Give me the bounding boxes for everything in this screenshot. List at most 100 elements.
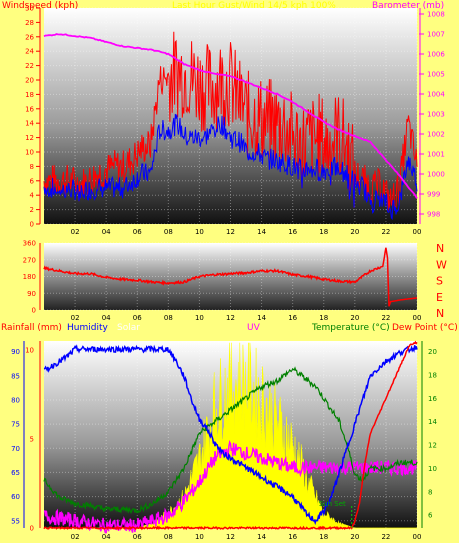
barometer-tick-label: 999 xyxy=(427,191,440,199)
dewpoint-series xyxy=(43,340,418,531)
wind-direction-series xyxy=(43,247,418,307)
temperature-tick-label: 12 xyxy=(428,442,437,450)
time-tick-label: 04 xyxy=(102,228,111,236)
humidity-tick-label: 65 xyxy=(11,469,20,477)
time-tick-label: 22 xyxy=(381,314,390,322)
temperature-tick-label: 14 xyxy=(428,418,437,426)
direction-tick-label: 270 xyxy=(23,256,36,264)
direction-tick-label: 180 xyxy=(23,273,36,281)
direction-tick-label: 90 xyxy=(27,290,36,298)
time-tick-label: 14 xyxy=(257,228,266,236)
barometer-tick-label: 1008 xyxy=(427,11,445,19)
compass-label: N xyxy=(436,307,444,320)
humidity-tick-label: 55 xyxy=(11,517,20,525)
rainfall-tick-label: 5 xyxy=(30,435,34,443)
temperature-tick-label: 16 xyxy=(428,395,437,403)
windspeed-tick-label: 24 xyxy=(25,48,34,56)
rainfall-axis-title: Rainfall (mm) xyxy=(1,323,62,333)
windspeed-tick-label: 20 xyxy=(25,77,34,85)
time-tick-label: 22 xyxy=(381,228,390,236)
compass-label: E xyxy=(436,291,443,304)
humidity-tick-label: 60 xyxy=(11,493,20,501)
time-tick-label: 16 xyxy=(288,314,297,322)
barometer-axis-title: Barometer (mb) xyxy=(372,1,444,11)
time-tick-label: 12 xyxy=(226,314,235,322)
time-tick-label: 00 xyxy=(413,228,422,236)
wind-barometer-chart: Windspeed (kph) Last Hour Gust/Wind 14/5… xyxy=(2,1,445,236)
compass-label: N xyxy=(436,242,444,255)
windspeed-tick-label: 22 xyxy=(25,62,34,70)
barometer-tick-label: 1006 xyxy=(427,51,445,59)
rainfall-tick-label: 10 xyxy=(25,346,34,354)
barometer-tick-label: 1000 xyxy=(427,171,445,179)
humidity-tick-label: 85 xyxy=(11,372,20,380)
temperature-tick-label: 6 xyxy=(428,512,433,520)
direction-tick-label: 0 xyxy=(32,307,36,315)
windspeed-tick-label: 6 xyxy=(30,177,35,185)
time-tick-label: 18 xyxy=(319,314,328,322)
time-tick-label: 10 xyxy=(195,228,204,236)
sunset-label: Sun Set xyxy=(319,500,346,508)
windspeed-tick-label: 0 xyxy=(30,221,34,229)
humidity-axis-title: Humidity xyxy=(67,323,108,333)
time-tick-label: 06 xyxy=(133,533,142,541)
barometer-tick-label: 1005 xyxy=(427,71,445,79)
time-tick-label: 06 xyxy=(133,228,142,236)
barometer-tick-label: 1007 xyxy=(427,31,445,39)
temperature-tick-label: 18 xyxy=(428,371,437,379)
wind-gust-series xyxy=(43,31,418,212)
barometer-tick-label: 1002 xyxy=(427,131,445,139)
windspeed-tick-label: 12 xyxy=(25,134,34,142)
time-tick-label: 00 xyxy=(413,533,422,541)
time-tick-label: 04 xyxy=(102,533,111,541)
wind-average-series xyxy=(43,113,418,221)
humidity-temperature-chart: Rainfall (mm) Humidity Solar UV Temperat… xyxy=(1,323,458,541)
humidity-series xyxy=(43,344,418,526)
humidity-tick-label: 70 xyxy=(11,445,20,453)
windspeed-tick-label: 2 xyxy=(30,206,34,214)
time-tick-label: 18 xyxy=(319,228,328,236)
barometer-tick-label: 1004 xyxy=(427,91,445,99)
humidity-tick-label: 75 xyxy=(11,421,20,429)
time-tick-label: 18 xyxy=(319,533,328,541)
barometer-tick-label: 1003 xyxy=(427,111,445,119)
temperature-tick-label: 10 xyxy=(428,465,437,473)
dewpoint-axis-title: Dew Point (°C) xyxy=(392,323,458,333)
time-tick-label: 00 xyxy=(413,314,422,322)
time-tick-label: 20 xyxy=(350,533,359,541)
uv-legend: UV xyxy=(247,323,261,333)
windspeed-tick-label: 18 xyxy=(25,91,34,99)
uv-series xyxy=(43,439,418,534)
windspeed-tick-label: 26 xyxy=(25,33,34,41)
time-tick-label: 22 xyxy=(381,533,390,541)
time-tick-label: 08 xyxy=(164,533,173,541)
time-tick-label: 02 xyxy=(71,228,80,236)
time-tick-label: 16 xyxy=(288,533,297,541)
compass-label: S xyxy=(436,275,443,288)
time-tick-label: 04 xyxy=(102,314,111,322)
time-tick-label: 02 xyxy=(71,314,80,322)
barometer-tick-label: 998 xyxy=(427,211,440,219)
windspeed-tick-label: 8 xyxy=(30,163,34,171)
windspeed-axis-title: Windspeed (kph) xyxy=(2,1,78,11)
humidity-tick-label: 80 xyxy=(11,396,20,404)
time-tick-label: 20 xyxy=(350,314,359,322)
compass-label: W xyxy=(436,258,447,271)
temperature-tick-label: 20 xyxy=(428,348,437,356)
time-tick-label: 10 xyxy=(195,533,204,541)
windspeed-tick-label: 10 xyxy=(25,149,34,157)
windspeed-tick-label: 28 xyxy=(25,19,34,27)
barometer-tick-label: 1001 xyxy=(427,151,445,159)
direction-tick-label: 360 xyxy=(23,240,36,248)
time-tick-label: 16 xyxy=(288,228,297,236)
rainfall-tick-label: 0 xyxy=(30,525,34,533)
windspeed-tick-label: 16 xyxy=(25,105,34,113)
barometer-series xyxy=(43,33,418,199)
time-tick-label: 14 xyxy=(257,314,266,322)
time-tick-label: 08 xyxy=(164,314,173,322)
time-tick-label: 06 xyxy=(133,314,142,322)
windspeed-tick-label: 4 xyxy=(30,192,35,200)
time-tick-label: 12 xyxy=(226,533,235,541)
